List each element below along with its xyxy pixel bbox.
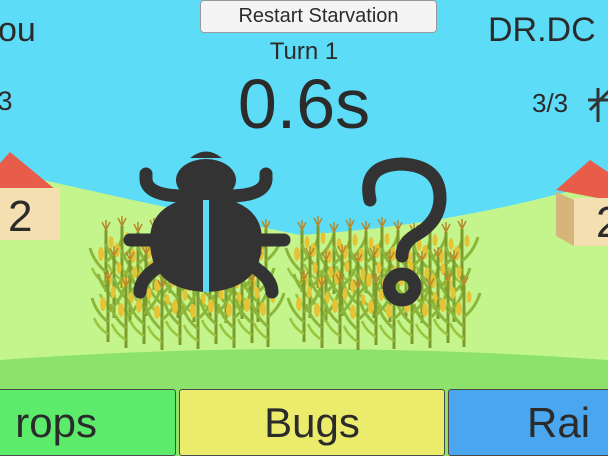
opponent-name: DR.DC [488,11,596,49]
bugs-button[interactable]: Bugs [179,389,445,456]
crops-button[interactable]: rops [0,389,176,456]
opponent-house-value: 2 [596,198,608,248]
crops-button-label: rops [15,398,97,446]
player-house-icon [0,152,60,240]
sun-icon [588,88,608,122]
opponent-count: 3/3 [532,88,569,118]
rain-button-label: Rai [527,398,591,446]
timer-display: 0.6s [237,65,371,143]
rain-button[interactable]: Rai [448,389,608,456]
opponent-house-icon [556,160,608,246]
player-count: /3 [0,86,13,116]
bugs-button-label: Bugs [264,398,360,446]
turn-label: Turn 1 [269,38,339,65]
player-name: ou [0,11,36,49]
bug-icon [123,151,291,299]
player-house-value: 2 [8,192,33,241]
question-mark-icon [362,157,447,307]
restart-button[interactable]: Restart Starvation [200,0,437,33]
